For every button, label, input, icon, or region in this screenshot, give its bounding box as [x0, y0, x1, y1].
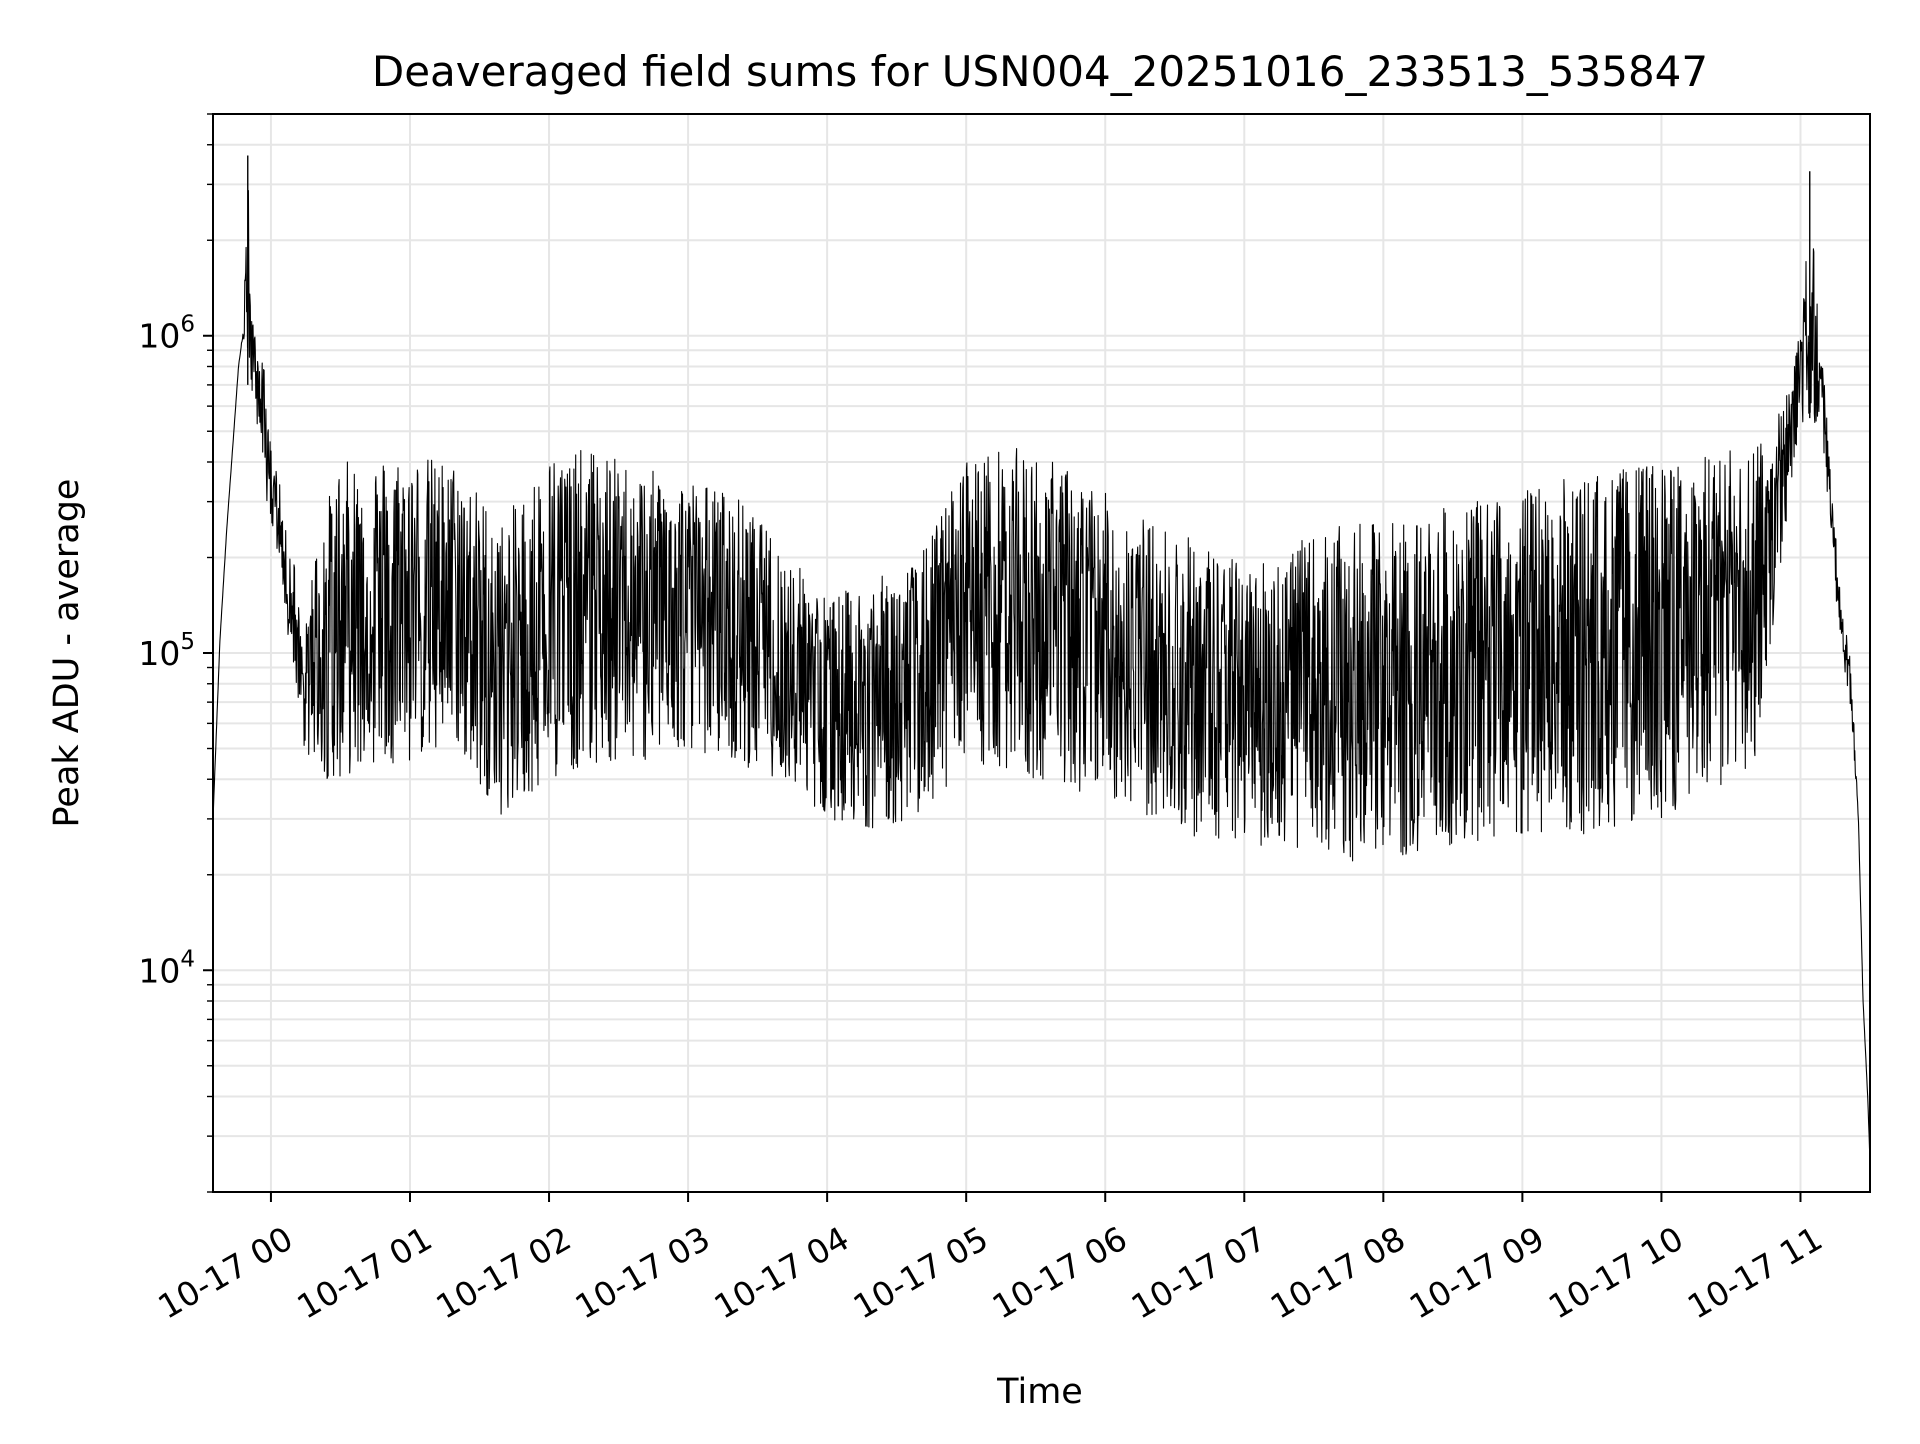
series-line — [212, 189, 1871, 1162]
y-tick-label: 104 — [138, 946, 195, 990]
y-tick-exponent: 6 — [180, 312, 195, 338]
x-tick-label: 10-17 05 — [847, 1219, 995, 1327]
x-tick-label: 10-17 02 — [429, 1219, 577, 1327]
x-tick-label: 10-17 06 — [986, 1219, 1134, 1327]
x-tick-label: 10-17 09 — [1403, 1219, 1551, 1327]
y-axis-title: Peak ADU - average — [47, 479, 87, 828]
y-tick-base: 10 — [138, 951, 180, 990]
x-tick-label: 10-17 11 — [1681, 1219, 1829, 1327]
chart-title: Deaveraged field sums for USN004_2025101… — [372, 47, 1708, 96]
x-tick-label: 10-17 01 — [290, 1219, 438, 1327]
x-tick-label: 10-17 08 — [1264, 1219, 1412, 1327]
y-tick-exponent: 4 — [180, 946, 195, 972]
y-tick-label: 106 — [138, 312, 195, 356]
y-tick-exponent: 5 — [180, 629, 195, 655]
y-tick-base: 10 — [138, 317, 180, 356]
x-tick-label: 10-17 07 — [1125, 1219, 1273, 1327]
x-tick-label: 10-17 03 — [568, 1219, 716, 1327]
x-tick-label: 10-17 00 — [151, 1219, 299, 1327]
series-layer — [212, 155, 1871, 1162]
x-tick-label: 10-17 10 — [1542, 1219, 1690, 1327]
x-axis-title: Time — [996, 1372, 1083, 1412]
y-tick-label: 105 — [138, 629, 195, 673]
x-tick-label: 10-17 04 — [708, 1219, 856, 1327]
y-tick-base: 10 — [138, 634, 180, 673]
